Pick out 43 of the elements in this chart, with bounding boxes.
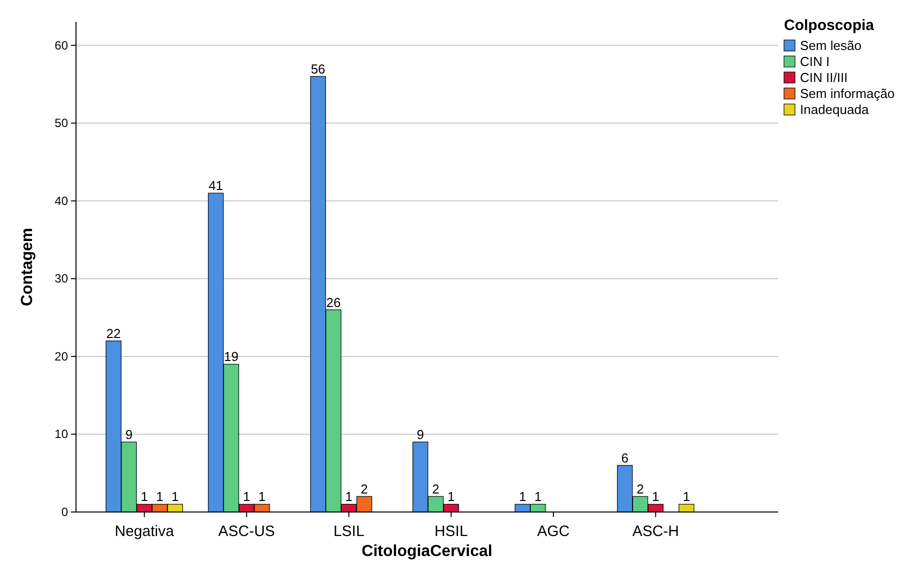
data-label: 2	[360, 481, 368, 496]
x-tick-label: AGC	[537, 523, 570, 540]
y-tick-label: 20	[54, 349, 68, 364]
legend-label: CIN I	[800, 54, 830, 69]
data-label: 1	[156, 489, 164, 504]
y-tick-label: 40	[54, 194, 68, 208]
x-tick-label: HSIL	[434, 523, 468, 540]
x-tick-label: LSIL	[333, 523, 364, 540]
data-label: 1	[242, 489, 250, 504]
legend-label: Sem lesão	[800, 38, 862, 53]
y-tick-label: 60	[54, 38, 68, 52]
legend-label: Sem informação	[800, 86, 895, 101]
data-label: 1	[652, 489, 660, 504]
data-label: 1	[258, 489, 266, 504]
data-label: 22	[106, 326, 121, 341]
data-label: 9	[416, 427, 424, 442]
data-label: 9	[125, 427, 133, 442]
data-label: 1	[345, 489, 352, 504]
data-label: 1	[140, 489, 148, 504]
data-label: 41	[208, 178, 224, 194]
x-tick-label: Negativa	[114, 523, 175, 540]
x-tick-label: ASC-H	[632, 523, 679, 540]
data-label: 1	[518, 489, 526, 504]
y-tick-label: 30	[54, 272, 68, 286]
data-label: 19	[224, 349, 238, 364]
legend-label: CIN II/III	[800, 70, 848, 85]
data-label: 56	[310, 61, 326, 76]
y-tick-label: 10	[54, 427, 68, 442]
data-label: 1	[448, 489, 455, 504]
y-tick-label: 0	[61, 505, 68, 519]
data-label: 1	[534, 489, 542, 504]
y-axis-title: Contagem	[19, 228, 36, 306]
legend-label: Inadequada	[800, 102, 870, 117]
x-tick-label: ASC-US	[218, 523, 275, 540]
data-label: 1	[682, 489, 690, 504]
data-label: 1	[172, 489, 179, 504]
y-tick-label: 50	[54, 116, 68, 130]
data-label: 2	[432, 481, 440, 496]
legend-title: Colposcopia	[784, 17, 875, 34]
data-label: 2	[636, 481, 644, 496]
data-label: 26	[326, 294, 341, 310]
data-label: 6	[621, 450, 628, 466]
x-axis-title: CitologiaCervical	[362, 543, 492, 560]
